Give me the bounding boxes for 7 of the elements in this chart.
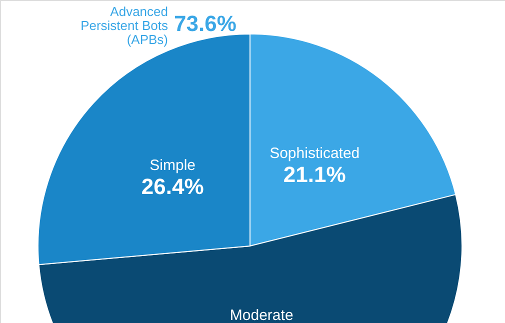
text: 73.6%	[174, 11, 236, 36]
data-label: 21.1%	[283, 162, 346, 188]
slice-label: Simple	[150, 157, 196, 174]
data-label: 26.4%	[141, 174, 204, 200]
text: Advanced Persistent Bots (APBs)	[80, 4, 168, 47]
slice-label: Moderate	[230, 307, 294, 323]
slice-label: Sophisticated	[270, 145, 360, 162]
